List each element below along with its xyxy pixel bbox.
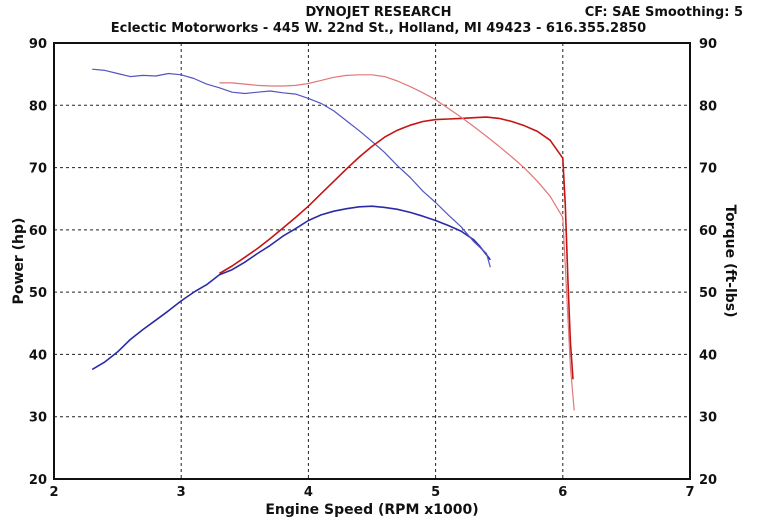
y-tick-label-right: 20 [699,473,717,488]
y-tick-label-right: 40 [699,348,717,363]
x-tick-label: 2 [49,485,58,500]
y-tick-label-left: 30 [29,411,47,426]
x-axis-label: Engine Speed (RPM x1000) [265,502,478,518]
series-line-1 [92,68,491,268]
correction-factor-label: CF: SAE Smoothing: 5 [584,5,743,20]
y-tick-label-left: 40 [29,348,47,363]
y-tick-label-left: 90 [29,37,47,52]
y-tick-label-right: 70 [699,162,717,177]
grid [54,43,690,479]
y-tick-label-right: 80 [699,99,717,114]
y-tick-label-right: 60 [699,224,717,239]
tick-labels: 2 3 4 5 6 7 20 20 30 30 40 40 50 50 60 60 70 70 80 80 90 90 [29,37,717,500]
series-line-3 [219,74,575,411]
x-tick-label: 7 [685,485,694,500]
series-line-2 [218,116,574,380]
x-tick-label: 5 [431,485,440,500]
y-axis-label-left: Power (hp) [11,218,27,305]
y-tick-label-left: 70 [29,162,47,177]
plot-frame [53,42,691,480]
x-tick-label: 4 [304,485,313,500]
y-axis-label-right: Torque (ft-lbs) [722,204,738,317]
x-tick-label: 6 [558,485,567,500]
y-tick-label-right: 50 [699,286,717,301]
y-tick-label-right: 90 [699,37,717,52]
y-tick-label-left: 60 [29,224,47,239]
y-tick-label-left: 20 [29,473,47,488]
series-line-0 [91,205,491,371]
y-tick-label-right: 30 [699,411,717,426]
series-lines [91,68,575,411]
chart-subtitle: Eclectic Motorworks - 445 W. 22nd St., H… [110,21,647,36]
x-tick-label: 3 [177,485,186,500]
y-tick-label-left: 80 [29,99,47,114]
y-tick-label-left: 50 [29,286,47,301]
chart-title: DYNOJET RESEARCH [305,5,452,20]
